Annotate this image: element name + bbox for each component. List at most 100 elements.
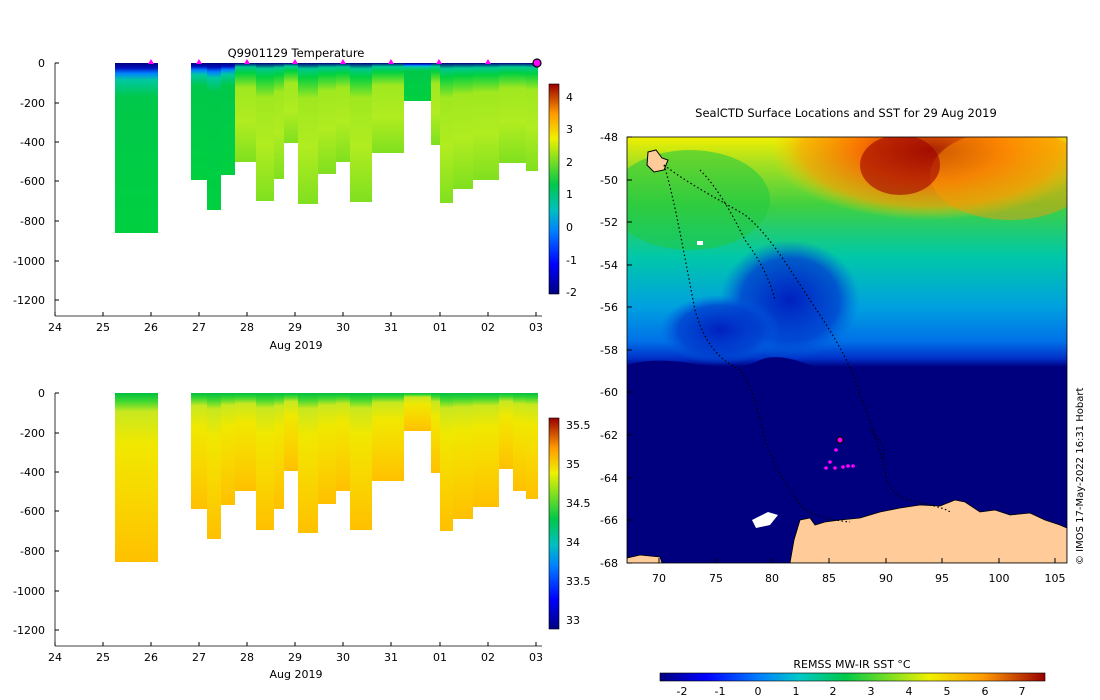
sst-colorbar-tick: 0 bbox=[755, 685, 762, 698]
surface-location-marker bbox=[824, 466, 828, 470]
salinity-x-tick-label: 25 bbox=[96, 651, 110, 664]
temperature-y-tick-label: -1200 bbox=[13, 294, 45, 307]
temperature-profile bbox=[513, 63, 526, 163]
temperature-panel: Q9901129 Temperature bbox=[13, 46, 577, 352]
temperature-colorbar-tick: 0 bbox=[566, 221, 573, 234]
salinity-profile bbox=[372, 393, 404, 481]
temperature-profile bbox=[453, 63, 473, 189]
temperature-profile bbox=[440, 63, 453, 203]
sst-colorbar-tick: -1 bbox=[715, 685, 726, 698]
salinity-profile bbox=[318, 393, 336, 504]
temperature-x-tick-label: 28 bbox=[240, 321, 254, 334]
temperature-profile bbox=[298, 63, 318, 204]
temperature-colorbar-tick: -1 bbox=[566, 254, 577, 267]
salinity-profile bbox=[256, 393, 274, 530]
temperature-x-tick-label: 02 bbox=[481, 321, 495, 334]
sst-colorbar-tick: 3 bbox=[868, 685, 875, 698]
sst-colorbar-tick: 7 bbox=[1019, 685, 1026, 698]
temperature-profiles bbox=[115, 63, 538, 233]
salinity-profile bbox=[350, 393, 372, 530]
antarctic-coast bbox=[789, 499, 1067, 563]
map-lon-ticks: 70 75 80 85 90 95 100 105 bbox=[652, 558, 1066, 585]
map-lat-tick-label: -68 bbox=[600, 557, 618, 570]
temperature-y-tick-label: -400 bbox=[20, 136, 45, 149]
salinity-profile bbox=[526, 393, 538, 499]
salinity-profile bbox=[513, 393, 526, 491]
map-lon-tick-label: 85 bbox=[822, 572, 836, 585]
surface-location-marker bbox=[833, 466, 837, 470]
salinity-x-label: Aug 2019 bbox=[270, 668, 323, 681]
surface-marker bbox=[485, 59, 491, 64]
temperature-profile bbox=[336, 63, 350, 162]
surface-location-marker bbox=[834, 448, 838, 452]
salinity-colorbar-tick: 34.5 bbox=[566, 497, 591, 510]
map-lon-tick-label: 75 bbox=[709, 572, 723, 585]
surface-location-marker bbox=[828, 460, 832, 464]
salinity-x-tick-label: 27 bbox=[192, 651, 206, 664]
temperature-x-tick-label: 25 bbox=[96, 321, 110, 334]
temperature-profile bbox=[235, 63, 256, 162]
surface-location-marker bbox=[846, 464, 850, 468]
salinity-y-tick-label: -600 bbox=[20, 505, 45, 518]
salinity-x-tick-label: 24 bbox=[48, 651, 62, 664]
surface-location-marker bbox=[841, 465, 845, 469]
salinity-colorbar-tick: 33.5 bbox=[566, 575, 591, 588]
salinity-profile bbox=[336, 393, 350, 491]
temperature-profile bbox=[256, 63, 274, 201]
temperature-profile bbox=[274, 63, 284, 179]
temperature-profile bbox=[350, 63, 372, 202]
map-lat-tick-label: -48 bbox=[600, 131, 618, 144]
sst-colorbar-tick: 2 bbox=[830, 685, 837, 698]
salinity-x-ticks: 24 25 26 27 28 29 30 31 01 02 03 Aug 201… bbox=[48, 642, 543, 681]
salinity-y-tick-label: -1000 bbox=[13, 585, 45, 598]
map-panel: SealCTD Surface Locations and SST for 29… bbox=[600, 106, 1086, 698]
salinity-x-tick-label: 28 bbox=[240, 651, 254, 664]
salinity-profile bbox=[499, 393, 513, 469]
salinity-y-tick-label: -400 bbox=[20, 466, 45, 479]
surface-marker bbox=[244, 59, 250, 64]
salinity-colorbar-tick: 35 bbox=[566, 458, 580, 471]
sst-colorbar-tick: 6 bbox=[982, 685, 989, 698]
sst-colorbar-tick: 4 bbox=[906, 685, 913, 698]
sst-colorbar-tick: -2 bbox=[677, 685, 688, 698]
salinity-panel: 0 -200 -400 -600 -800 -1000 -1200 24 25 … bbox=[13, 387, 590, 681]
salinity-y-tick-label: -200 bbox=[20, 427, 45, 440]
temperature-profile bbox=[115, 63, 158, 233]
temperature-colorbar-tick: 2 bbox=[566, 156, 573, 169]
sst-colorbar-tick: 5 bbox=[944, 685, 951, 698]
temperature-x-tick-label: 03 bbox=[529, 321, 543, 334]
map-lat-tick-label: -54 bbox=[600, 259, 618, 272]
surface-marker bbox=[196, 59, 202, 64]
map-lon-tick-label: 90 bbox=[879, 572, 893, 585]
surface-marker bbox=[388, 59, 394, 64]
temperature-profile bbox=[191, 63, 207, 180]
temperature-x-tick-label: 31 bbox=[384, 321, 398, 334]
temperature-profile bbox=[526, 63, 538, 171]
salinity-y-tick-label: -800 bbox=[20, 545, 45, 558]
salinity-profiles bbox=[115, 393, 538, 562]
salinity-colorbar-tick: 35.5 bbox=[566, 419, 591, 432]
surface-location-marker bbox=[836, 436, 844, 444]
temperature-x-tick-label: 30 bbox=[336, 321, 350, 334]
salinity-x-tick-label: 03 bbox=[529, 651, 543, 664]
salinity-x-tick-label: 30 bbox=[336, 651, 350, 664]
temperature-y-tick-label: 0 bbox=[38, 57, 45, 70]
salinity-profile bbox=[453, 393, 473, 519]
current-position-marker bbox=[532, 58, 542, 68]
salinity-profile bbox=[440, 393, 453, 531]
temperature-profile bbox=[404, 63, 431, 101]
temperature-x-tick-label: 24 bbox=[48, 321, 62, 334]
map-lon-tick-label: 95 bbox=[935, 572, 949, 585]
temperature-x-tick-label: 01 bbox=[433, 321, 447, 334]
temperature-profile bbox=[473, 63, 499, 180]
salinity-profile bbox=[274, 393, 284, 509]
kerguelen-island bbox=[646, 149, 669, 173]
salinity-profile bbox=[115, 393, 158, 562]
temperature-x-tick-label: 27 bbox=[192, 321, 206, 334]
map-lat-tick-label: -62 bbox=[600, 429, 618, 442]
temperature-colorbar: 4 3 2 1 0 -1 -2 bbox=[548, 83, 577, 299]
salinity-profile bbox=[191, 393, 207, 509]
map-lat-tick-label: -64 bbox=[600, 472, 618, 485]
temperature-title: Q9901129 Temperature bbox=[228, 46, 365, 60]
